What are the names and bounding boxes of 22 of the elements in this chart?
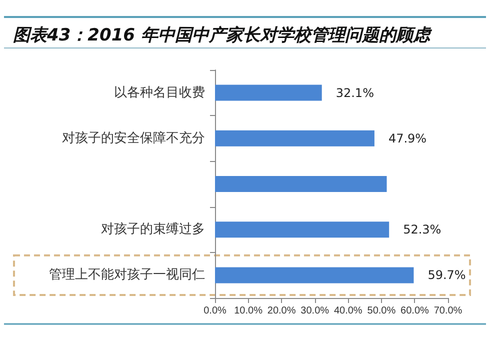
y-tick-label: 管理上不能对孩子一视同仁	[49, 268, 205, 283]
x-tick-label: 0.0%	[204, 306, 227, 316]
data-label: 59.7%	[428, 268, 466, 282]
data-label: 32.1%	[336, 86, 374, 100]
y-tick-label: 对孩子的束缚过多	[101, 222, 205, 238]
x-tick-label: 20.0%	[267, 306, 296, 316]
data-label: 47.9%	[388, 131, 427, 146]
bar	[215, 130, 374, 146]
bar	[215, 222, 390, 238]
chart-title: 图表43：2016 年中国中产家长对学校管理问题的顾虑	[13, 26, 432, 46]
x-tick-label: 60.0%	[400, 306, 429, 316]
y-tick-label: 以各种名目收费	[114, 85, 205, 100]
x-tick-label: 70.0%	[434, 306, 462, 316]
x-tick-label: 50.0%	[367, 306, 396, 316]
x-tick-label: 10.0%	[234, 306, 263, 316]
x-tick-label: 30.0%	[300, 306, 330, 316]
y-tick-label: 对孩子的安全保障不充分	[62, 130, 205, 146]
bar	[215, 84, 322, 101]
bar	[215, 267, 414, 284]
data-label: 52.3%	[403, 222, 442, 237]
x-tick-label: 40.0%	[334, 306, 362, 316]
bar	[215, 176, 387, 192]
